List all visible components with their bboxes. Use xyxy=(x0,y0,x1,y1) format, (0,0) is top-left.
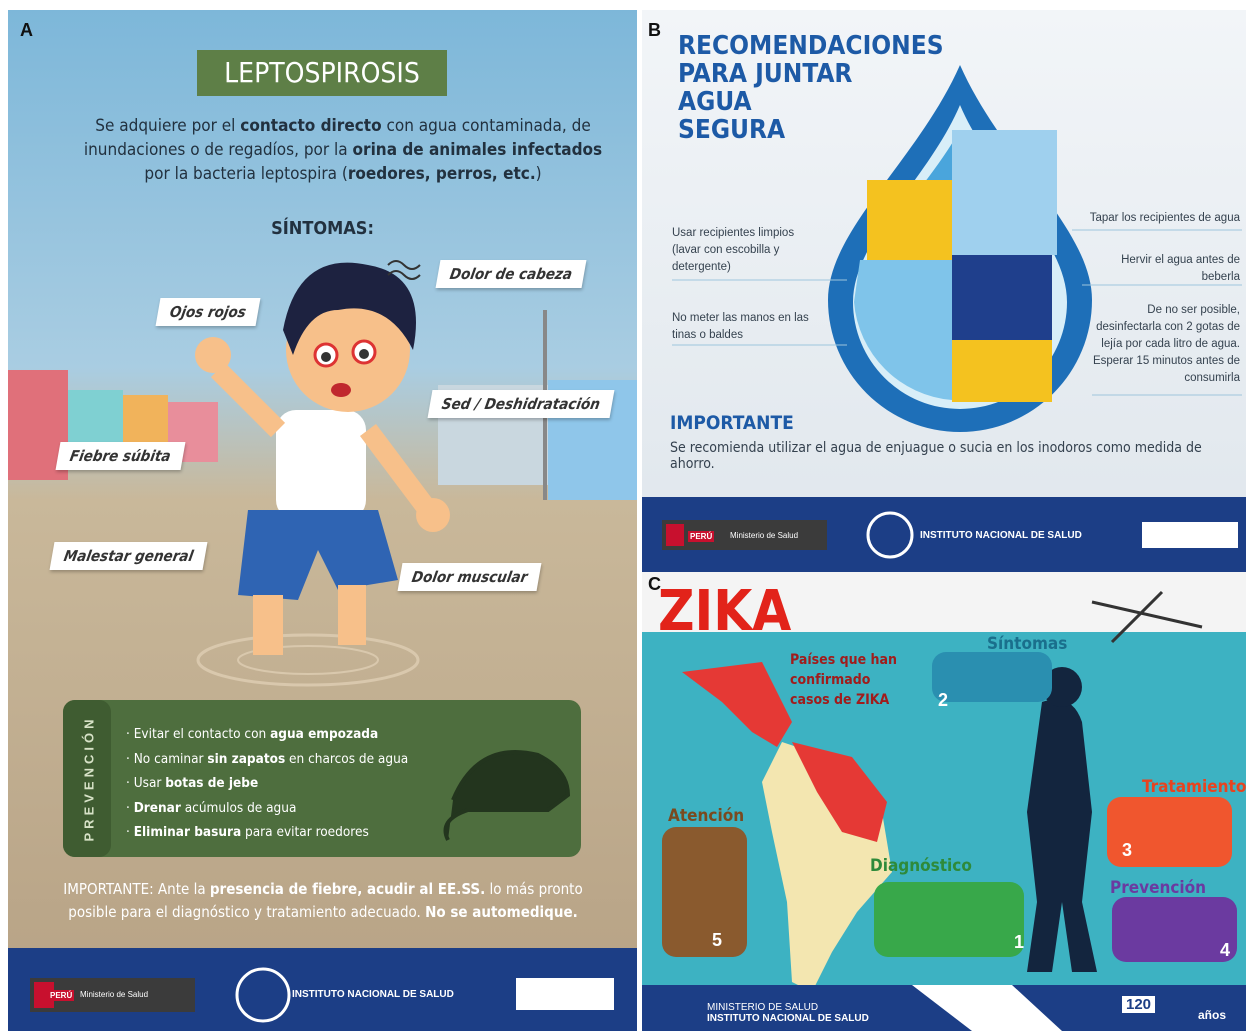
bullet: · xyxy=(126,751,134,767)
section-heading: Síntomas xyxy=(987,634,1067,654)
prevention-item: · No caminar sin zapatos en charcos de a… xyxy=(126,747,456,772)
section-heading: Prevención xyxy=(1110,878,1206,898)
title-line: SEGURA xyxy=(678,116,944,144)
bullet: · xyxy=(126,775,134,791)
text-segment: agua empozada xyxy=(270,726,378,742)
section-number: 1 xyxy=(1014,932,1024,953)
text-segment: orina de animales infectados xyxy=(353,140,603,160)
prevention-item: · Evitar el contacto con agua empozada xyxy=(126,722,456,747)
prevention-item: · Drenar acúmulos de agua xyxy=(126,796,456,821)
years: años xyxy=(1198,1008,1226,1022)
section-heading: Diagnóstico xyxy=(870,856,972,876)
text-segment: contacto directo xyxy=(240,116,381,136)
footer-institute: INSTITUTO NACIONAL DE SALUD xyxy=(707,1013,869,1024)
footer-institute: INSTITUTO NACIONAL DE SALUD xyxy=(292,989,454,1000)
text-segment: sin zapatos xyxy=(207,751,285,767)
text-segment: roedores, perros, etc. xyxy=(348,164,536,184)
important-heading: IMPORTANTE xyxy=(670,412,794,434)
symptom: Ojos rojos xyxy=(156,298,261,326)
symptom: Dolor muscular xyxy=(398,563,542,591)
symptom: Dolor de cabeza xyxy=(436,260,587,288)
title: LEPTOSPIROSIS xyxy=(197,50,447,96)
text-segment: en charcos de agua xyxy=(285,751,408,767)
prevention-list: · Evitar el contacto con agua empozada· … xyxy=(126,722,456,845)
footer-institute: INSTITUTO NACIONAL DE SALUD xyxy=(920,530,1082,541)
intro: Se adquiere por el contacto directo con … xyxy=(78,114,608,186)
text-segment: presencia de fiebre, acudir al EE.SS. xyxy=(210,880,485,898)
text-segment: IMPORTANTE: Ante la xyxy=(63,880,210,898)
text-segment: ) xyxy=(536,164,542,184)
left-note: Usar recipientes limpios (lavar con esco… xyxy=(672,225,802,276)
section-heading: Tratamiento xyxy=(1142,777,1246,797)
panel-c: C ZIKA Países que han confirmado casos d… xyxy=(642,572,1246,1031)
section-number: 3 xyxy=(1122,840,1132,861)
right-note: Hervir el agua antes de beberla xyxy=(1092,252,1240,286)
page: A LEPTOSPIROSIS Se adquiere por el conta… xyxy=(0,0,1246,1031)
panel-a: A LEPTOSPIROSIS Se adquiere por el conta… xyxy=(8,10,637,1031)
title-line: PARA JUNTAR xyxy=(678,60,944,88)
bullet: · xyxy=(126,800,134,816)
text-segment: Se adquiere por el xyxy=(95,116,240,136)
important: Se recomienda utilizar el agua de enjuag… xyxy=(670,440,1246,472)
panel-label: A xyxy=(20,20,33,41)
prevention-item: · Eliminar basura para evitar roedores xyxy=(126,820,456,845)
section-number: 2 xyxy=(938,690,948,711)
text-segment: Eliminar basura xyxy=(134,824,241,840)
title-line: RECOMENDACIONES xyxy=(678,32,944,60)
bullet: · xyxy=(126,726,134,742)
bullet: · xyxy=(126,824,134,840)
text-segment: para evitar xyxy=(241,824,315,840)
text-segment: Evitar el contacto con xyxy=(134,726,270,742)
text-segment: No caminar xyxy=(134,751,208,767)
text-segment: botas de jebe xyxy=(165,775,258,791)
footer-ministry: MINISTERIO DE SALUD xyxy=(707,1002,818,1013)
title-line: AGUA xyxy=(678,88,944,116)
footer-country: PERÚ xyxy=(48,990,74,1001)
left-note: No meter las manos en las tinas o baldes xyxy=(672,310,817,344)
section-heading: Atención xyxy=(668,806,744,826)
important: IMPORTANTE: Ante la presencia de fiebre,… xyxy=(48,878,598,924)
symptom: Fiebre súbita xyxy=(56,442,186,470)
text-segment: No se automedique. xyxy=(425,903,578,921)
text-segment: por la bacteria leptospira ( xyxy=(144,164,347,184)
footer-ministry: Ministerio de Salud xyxy=(730,531,798,540)
panel-label: B xyxy=(648,20,661,41)
text-segment: Drenar xyxy=(134,800,181,816)
text-segment: acúmulos de agua xyxy=(181,800,297,816)
section-number: 5 xyxy=(712,930,722,951)
right-note: De no ser posible, desinfectarla con 2 g… xyxy=(1082,302,1240,387)
footer-country: PERÚ xyxy=(688,531,714,542)
text-segment: roedores xyxy=(316,824,369,840)
section-number: 4 xyxy=(1220,940,1230,961)
prevention-item: · Usar botas de jebe xyxy=(126,771,456,796)
prevention-heading: PREVENCIÓN xyxy=(82,716,97,842)
prevention-side: PREVENCIÓN xyxy=(65,700,113,857)
title: ZIKA xyxy=(658,582,791,642)
footer-ministry: Ministerio de Salud xyxy=(80,990,148,999)
symptom: Sed / Deshidratación xyxy=(428,390,615,418)
text-segment: Usar xyxy=(134,775,166,791)
right-note: Tapar los recipientes de agua xyxy=(1082,210,1240,227)
countries: Países que han confirmado casos de ZIKA xyxy=(790,650,900,710)
anniversary: 120 xyxy=(1122,996,1155,1013)
symptoms-heading: SÍNTOMAS: xyxy=(8,218,637,239)
symptom: Malestar general xyxy=(50,542,208,570)
